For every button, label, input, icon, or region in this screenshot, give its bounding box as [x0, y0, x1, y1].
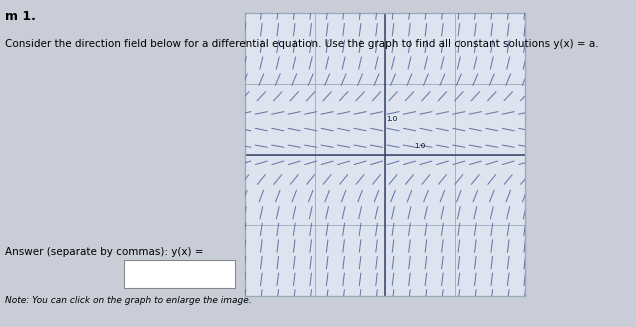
Text: Answer (separate by commas): y(x) =: Answer (separate by commas): y(x) =	[5, 247, 204, 257]
Text: Consider the direction field below for a differential equation. Use the graph to: Consider the direction field below for a…	[5, 39, 598, 49]
Text: m 1.: m 1.	[5, 10, 36, 23]
Text: 1.0: 1.0	[387, 116, 398, 122]
Text: Note: You can click on the graph to enlarge the image.: Note: You can click on the graph to enla…	[5, 296, 252, 305]
Text: 1.0: 1.0	[414, 143, 425, 149]
